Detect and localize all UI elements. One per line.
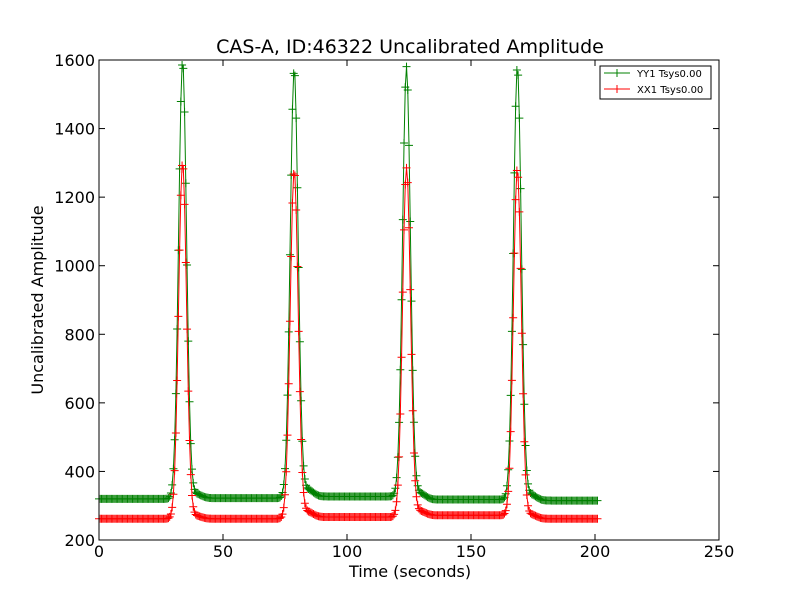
y-tick-label: 1200 <box>54 188 95 207</box>
legend-marker-yy1 <box>613 69 621 77</box>
series-xx1 <box>95 161 602 523</box>
legend-label-yy1: YY1 Tsys0.00 <box>636 69 702 80</box>
y-tick-label: 200 <box>64 531 95 550</box>
ticks-layer: 0 50 100 150 200 250 200 400 600 800 1000 1200 1400 1… <box>54 51 734 561</box>
x-axis-label: Time (seconds) <box>348 562 471 581</box>
x-tick-label: 50 <box>213 542 233 561</box>
x-tick-label: 200 <box>580 542 611 561</box>
y-tick-label: 1600 <box>54 51 95 70</box>
y-tick-label: 600 <box>64 394 95 413</box>
y-tick-label: 800 <box>64 325 95 344</box>
legend: YY1 Tsys0.00 XX1 Tsys0.00 <box>599 65 712 100</box>
y-tick-label: 400 <box>64 462 95 481</box>
series-layer <box>95 60 602 523</box>
y-tick-label: 1000 <box>54 257 95 276</box>
x-tick-label: 100 <box>332 542 363 561</box>
y-axis-label: Uncalibrated Amplitude <box>28 205 47 394</box>
legend-label-xx1: XX1 Tsys0.00 <box>637 85 703 96</box>
y-tick-label: 1400 <box>54 120 95 139</box>
legend-marker-xx1 <box>613 85 621 93</box>
x-tick-label: 250 <box>704 542 735 561</box>
plot-frame <box>98 59 720 541</box>
chart-title: CAS-A, ID:46322 Uncalibrated Amplitude <box>216 36 604 58</box>
x-tick-label: 150 <box>456 542 487 561</box>
legend-box <box>599 65 712 100</box>
x-tick-label: 0 <box>94 542 104 561</box>
